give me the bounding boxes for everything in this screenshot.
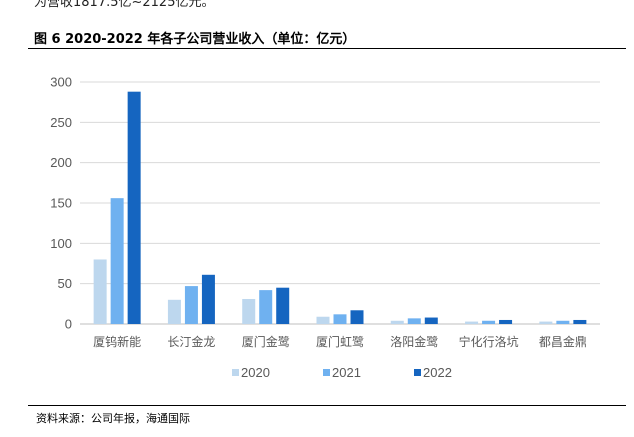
- legend-label: 2022: [423, 365, 452, 380]
- figure-title: 图 6 2020-2022 年各子公司营业收入（单位：亿元）: [34, 32, 356, 47]
- legend-label: 2021: [332, 365, 361, 380]
- bar-2020: [390, 320, 404, 324]
- category-label: 长汀金龙: [167, 334, 215, 349]
- y-axis-ticks: 0 50 100 150 200 250 300: [50, 75, 72, 332]
- category-label: 宁化行洛坑: [459, 334, 519, 349]
- bar-2020: [539, 321, 553, 324]
- category-label: 厦门虹鹭: [316, 334, 364, 349]
- bar-2021: [556, 320, 570, 324]
- bar-2022: [127, 91, 141, 325]
- title-rule: [28, 48, 626, 49]
- source-note: 资料来源：公司年报，海通国际: [36, 412, 190, 425]
- bar-2020: [167, 299, 181, 324]
- bar-2021: [407, 318, 421, 324]
- bar-2020: [242, 298, 256, 324]
- legend-label: 2020: [241, 365, 270, 380]
- bar-2021: [184, 286, 198, 324]
- bar-2022: [350, 310, 364, 324]
- category-label: 厦钨新能: [93, 334, 141, 349]
- legend: 2020 2021 2022: [232, 365, 452, 380]
- bar-2022: [499, 319, 513, 324]
- gridlines: [80, 81, 600, 325]
- bar-2021: [333, 314, 347, 324]
- y-tick-label: 100: [50, 236, 72, 251]
- bar-2022: [276, 287, 290, 324]
- y-tick-label: 50: [58, 276, 72, 291]
- source-rule: [28, 405, 626, 406]
- bar-2021: [110, 198, 124, 324]
- y-tick-label: 300: [50, 75, 72, 90]
- bar-2022: [573, 319, 587, 324]
- y-tick-label: 0: [65, 317, 72, 332]
- category-label: 都昌金鼎: [539, 334, 587, 349]
- category-label: 洛阳金鹭: [390, 334, 438, 349]
- y-tick-label: 200: [50, 155, 72, 170]
- legend-swatch-2020: [232, 369, 239, 376]
- truncated-body-text: 为营收1817.5亿~2125亿元。: [34, 0, 215, 10]
- bar-2022: [424, 317, 438, 324]
- bar-2022: [201, 274, 215, 324]
- y-tick-label: 150: [50, 196, 72, 211]
- bars: [93, 91, 587, 325]
- category-label: 厦门金鹭: [242, 334, 290, 349]
- y-tick-label: 250: [50, 115, 72, 130]
- legend-swatch-2021: [323, 369, 330, 376]
- bar-2021: [482, 320, 496, 324]
- bar-2020: [316, 316, 330, 324]
- bar-2021: [259, 290, 273, 324]
- legend-swatch-2022: [414, 369, 421, 376]
- bar-2020: [465, 321, 479, 324]
- category-labels: 厦钨新能 长汀金龙 厦门金鹭 厦门虹鹭 洛阳金鹭 宁化行洛坑 都昌金鼎: [93, 334, 587, 349]
- bar-2020: [93, 259, 107, 324]
